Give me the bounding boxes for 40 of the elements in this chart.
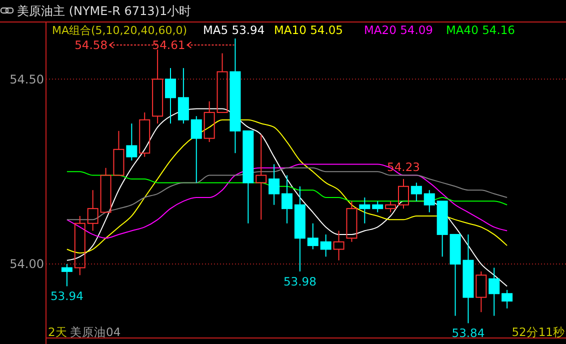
y-tick-label: 54.00 <box>10 257 44 272</box>
annotation: 53.98 <box>283 274 316 288</box>
candlestick <box>230 38 241 154</box>
candlestick <box>294 186 306 272</box>
candlestick <box>346 200 358 242</box>
text: MA5 53.94 <box>203 23 265 37</box>
candlestick <box>165 68 176 124</box>
chart-title: 美原油主 (NYME-R 6713)1小时 <box>17 4 192 18</box>
candlestick <box>256 134 267 220</box>
candlestick <box>87 190 98 232</box>
annotation: 2天 <box>48 325 68 339</box>
annotation: MA组合(5,10,20,40,60,0) <box>52 24 188 37</box>
candlestick <box>139 112 150 158</box>
line-series <box>66 171 508 206</box>
candlestick <box>359 196 370 224</box>
candlestick <box>372 200 384 213</box>
text: MA20 54.09 <box>364 23 433 37</box>
candlestick <box>424 190 435 213</box>
annotation: 53.94 <box>50 289 84 304</box>
candlestick <box>74 215 86 276</box>
annotation: 54.23 <box>387 160 420 174</box>
line-series <box>66 108 508 287</box>
annotation: 52分11秒 <box>512 325 565 339</box>
candlestick <box>385 200 396 213</box>
y-tick-label: 54.50 <box>10 72 44 86</box>
candlestick <box>282 174 292 224</box>
annotation: 美原油04 <box>70 325 121 339</box>
text: MA10 54.05 <box>274 23 343 37</box>
candlestick <box>268 164 280 206</box>
annotation: 54.58 <box>74 38 108 52</box>
line-series <box>66 119 508 254</box>
candlestick <box>488 267 500 316</box>
candlestick <box>152 49 164 124</box>
line-series <box>66 164 508 239</box>
candlestick <box>190 116 202 184</box>
text: MA40 54.16 <box>446 23 515 37</box>
candlestick <box>307 222 318 250</box>
candlestick <box>333 230 344 261</box>
annotation: 53.84 <box>452 326 485 340</box>
annotation: 54.61 <box>152 38 186 52</box>
